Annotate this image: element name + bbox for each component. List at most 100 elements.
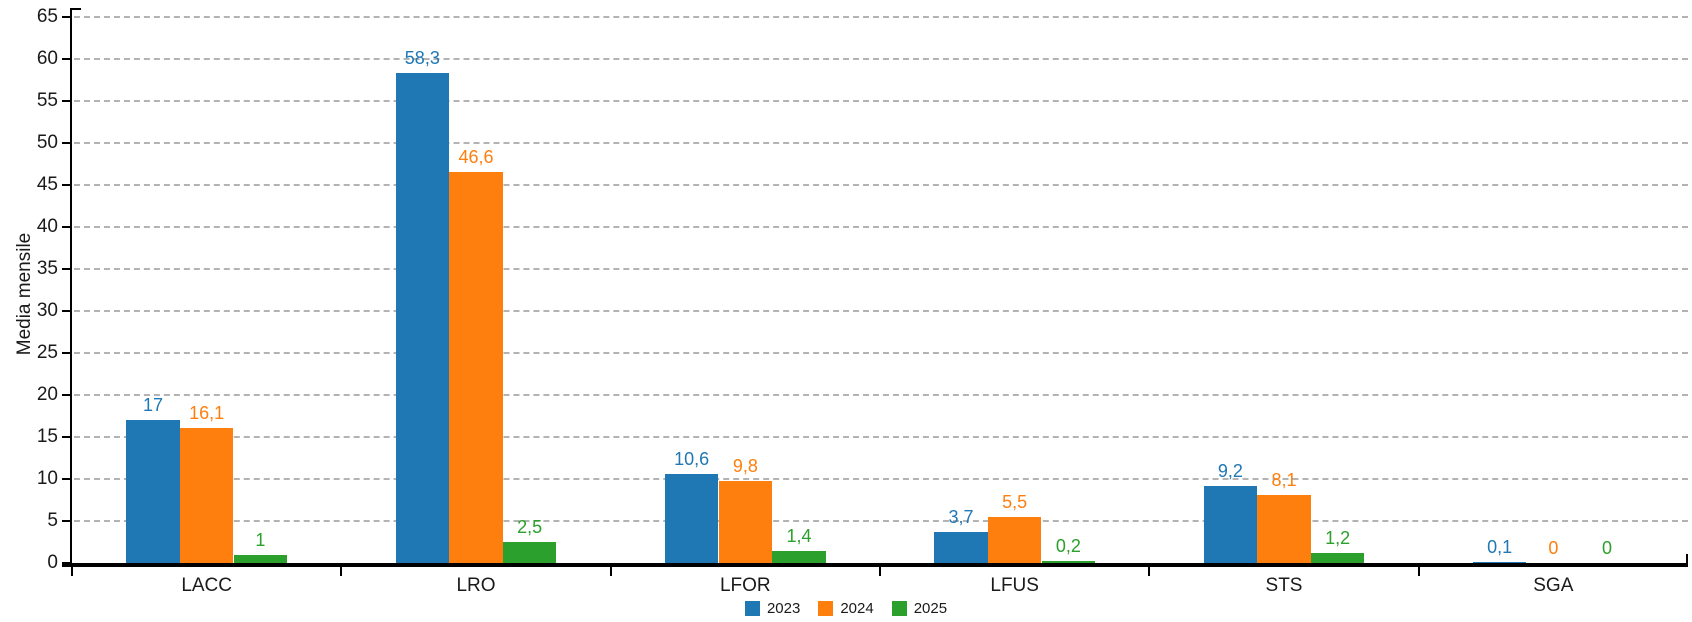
bar-value-2024-lfor: 9,8 xyxy=(732,455,758,476)
y-tick-label: 30 xyxy=(36,300,58,321)
y-tick-label: 20 xyxy=(36,384,58,405)
bar-value-2023-sts: 9,2 xyxy=(1217,460,1243,481)
x-axis-endcap xyxy=(1686,554,1688,563)
bar-2025-lfor xyxy=(772,551,826,563)
category-tick xyxy=(1148,567,1151,576)
category-tick xyxy=(1417,567,1420,576)
bar-value-2023-lro: 58,3 xyxy=(404,48,440,69)
y-tick-label: 60 xyxy=(36,48,58,69)
legend-swatch-2024 xyxy=(818,600,834,616)
category-tick xyxy=(879,567,881,576)
bar-value-2023-lfor: 10,6 xyxy=(674,448,710,469)
y-tick xyxy=(62,184,72,186)
bar-value-2025-lacc: 1 xyxy=(255,529,266,550)
legend-swatch-2025 xyxy=(891,600,907,616)
y-tick-label: 45 xyxy=(36,174,58,195)
bar-value-2023-sga: 0,1 xyxy=(1487,537,1513,558)
gridline-10 xyxy=(74,478,1688,480)
legend-label-2023: 2023 xyxy=(766,599,801,617)
category-tick xyxy=(71,567,73,576)
bar-2023-sga xyxy=(1472,562,1527,563)
y-tick-label: 25 xyxy=(36,342,58,363)
gridline-20 xyxy=(74,394,1688,396)
bar-value-2024-sts: 8,1 xyxy=(1271,469,1297,490)
legend-label-2025: 2025 xyxy=(913,599,948,617)
gridline-55 xyxy=(74,100,1688,102)
category-label-lfor: LFOR xyxy=(719,575,771,596)
bar-2024-lro xyxy=(449,171,503,563)
y-tick xyxy=(62,268,72,270)
gridline-60 xyxy=(74,58,1688,60)
legend-label-2024: 2024 xyxy=(840,599,874,617)
bar-value-2024-lfus: 5,5 xyxy=(1002,491,1028,512)
category-label-lacc: LACC xyxy=(181,575,232,596)
y-tick-label: 10 xyxy=(36,468,58,489)
category-label-lro: LRO xyxy=(456,575,496,596)
y-tick-label: 5 xyxy=(47,510,58,531)
gridline-15 xyxy=(74,436,1688,438)
bar-2025-lfus xyxy=(1041,561,1096,563)
x-axis-line xyxy=(62,563,1688,567)
y-tick xyxy=(62,394,72,396)
gridline-45 xyxy=(74,184,1688,186)
y-tick xyxy=(62,478,72,480)
gridline-65 xyxy=(74,16,1688,18)
bar-2023-lacc xyxy=(126,420,180,563)
category-label-sga: SGA xyxy=(1533,575,1574,596)
gridline-50 xyxy=(74,142,1688,144)
bar-2023-lfor xyxy=(664,473,719,563)
y-tick xyxy=(62,310,72,312)
bar-value-2025-lfor: 1,4 xyxy=(786,526,812,547)
y-tick xyxy=(62,520,72,522)
y-tick-label: 55 xyxy=(36,90,58,111)
bar-value-2023-lacc: 17 xyxy=(142,395,164,416)
y-tick-label: 50 xyxy=(36,132,58,153)
bar-value-2025-sts: 1,2 xyxy=(1325,527,1351,548)
y-tick xyxy=(62,16,72,18)
bar-2023-sts xyxy=(1203,485,1258,563)
legend-swatch-2023 xyxy=(744,600,760,616)
legend-item-2023: 2023 xyxy=(744,599,801,617)
gridline-35 xyxy=(74,268,1688,270)
category-label-sts: STS xyxy=(1265,575,1303,596)
category-label-lfus: LFUS xyxy=(990,575,1039,596)
bar-2024-lacc xyxy=(179,427,234,563)
bar-value-2023-lfus: 3,7 xyxy=(948,506,974,527)
y-tick xyxy=(62,352,72,354)
legend-item-2025: 2025 xyxy=(891,599,948,617)
y-tick xyxy=(62,436,72,438)
legend: 2023 2024 2025 xyxy=(0,598,1692,618)
bar-value-2025-sga: 0 xyxy=(1601,538,1612,558)
y-tick-label: 65 xyxy=(36,6,58,27)
gridline-25 xyxy=(74,352,1688,354)
bar-2024-lfor xyxy=(718,480,773,563)
bar-value-2024-sga: 0 xyxy=(1548,538,1559,558)
category-tick xyxy=(609,567,612,576)
y-tick xyxy=(62,100,72,102)
bar-value-2024-lacc: 16,1 xyxy=(189,402,225,423)
y-tick xyxy=(62,226,72,228)
bar-2025-sts xyxy=(1310,552,1365,563)
category-tick xyxy=(340,567,343,576)
gridline-40 xyxy=(74,226,1688,228)
y-tick-label: 0 xyxy=(47,552,58,573)
gridline-5 xyxy=(74,520,1688,522)
y-tick xyxy=(62,58,72,60)
bar-2025-lacc xyxy=(233,554,288,563)
y-tick xyxy=(62,142,72,144)
bar-value-2025-lro: 2,5 xyxy=(517,517,543,537)
gridline-30 xyxy=(74,310,1688,312)
y-tick-label: 40 xyxy=(36,216,58,237)
y-axis-endcap xyxy=(72,8,81,10)
bar-value-2025-lfus: 0,2 xyxy=(1055,536,1081,557)
bar-2024-lfus xyxy=(987,516,1042,563)
bar-2025-lro xyxy=(502,542,557,563)
y-tick-label: 15 xyxy=(36,426,58,447)
bar-value-2024-lro: 46,6 xyxy=(458,146,494,167)
bar-2023-lfus xyxy=(934,531,988,563)
bar-2024-sts xyxy=(1257,494,1311,563)
y-tick-label: 35 xyxy=(36,258,58,279)
legend-item-2024: 2024 xyxy=(818,599,874,617)
y-axis-line xyxy=(70,8,72,565)
